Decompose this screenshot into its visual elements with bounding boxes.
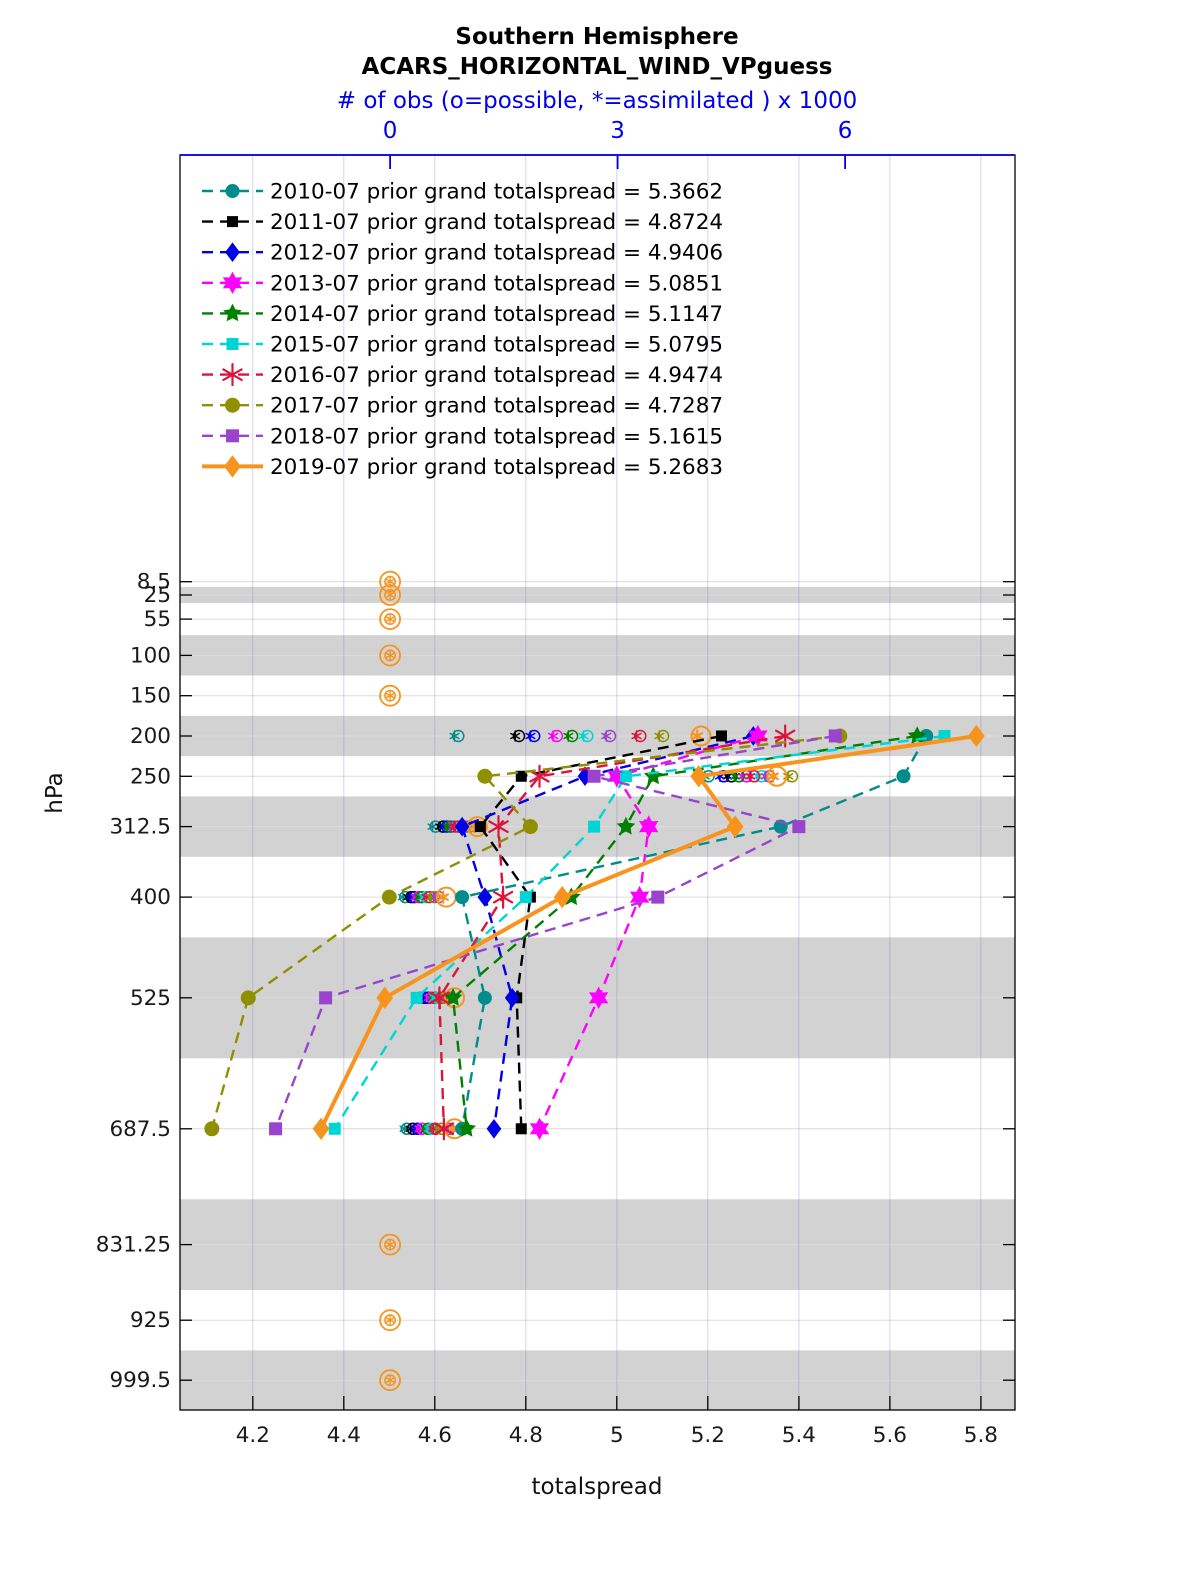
obs-tick-label: 0 [383,118,398,144]
y-tick-label: 25 [144,583,171,608]
legend-entry-2019-07: 2019-07 prior grand totalspread = 5.2683 [202,455,723,480]
y-tick-label: 687.5 [109,1117,171,1142]
legend-label-2012-07: 2012-07 prior grand totalspread = 4.9406 [270,241,723,266]
obs-tick-label: 6 [838,118,853,144]
y-tick-label: 831.25 [96,1233,171,1258]
legend-entry-2012-07: 2012-07 prior grand totalspread = 4.9406 [202,241,723,266]
chart-title-line2: ACARS_HORIZONTAL_WIND_VPguess [362,54,833,80]
y-tick-label: 925 [130,1308,171,1333]
obs-tick-label: 3 [610,118,625,144]
legend-label-2013-07: 2013-07 prior grand totalspread = 5.0851 [270,271,723,296]
legend-entry-2017-07: 2017-07 prior grand totalspread = 4.7287 [202,394,723,419]
y-tick-label: 100 [130,643,171,668]
x-tick-label: 4.2 [236,1423,270,1448]
legend: 2010-07 prior grand totalspread = 5.3662… [202,180,723,480]
x-tick-label: 4.8 [509,1423,543,1448]
series-2018-07 [269,729,842,1136]
chart-root: 2010-07 prior grand totalspread = 5.3662… [96,118,1016,1448]
y-axis-label: hPa [42,772,68,814]
legend-entry-2015-07: 2015-07 prior grand totalspread = 5.0795 [202,333,723,358]
y-tick-label: 312.5 [109,815,171,840]
x-tick-label: 4.6 [418,1423,452,1448]
legend-label-2010-07: 2010-07 prior grand totalspread = 5.3662 [270,180,723,205]
series-2017-07 [204,728,848,1137]
legend-entry-2010-07: 2010-07 prior grand totalspread = 5.3662 [202,180,723,205]
y-tick-label: 8.5 [137,570,171,595]
legend-label-2015-07: 2015-07 prior grand totalspread = 5.0795 [270,333,723,358]
obs-count-markers [397,725,799,1140]
legend-entry-2016-07: 2016-07 prior grand totalspread = 4.9474 [202,363,723,388]
x-tick-label: 4.4 [327,1423,361,1448]
y-tick-label: 150 [130,684,171,709]
legend-label-2019-07: 2019-07 prior grand totalspread = 5.2683 [270,455,723,480]
legend-entry-2011-07: 2011-07 prior grand totalspread = 4.8724 [202,210,723,235]
x-tick-label: 5.2 [691,1423,725,1448]
zero-obs-markers [379,570,401,1392]
series-2014-07 [443,726,927,1137]
chart-title-line1: Southern Hemisphere [455,24,738,50]
legend-entry-2014-07: 2014-07 prior grand totalspread = 5.1147 [202,302,723,327]
series-2015-07 [328,729,951,1135]
y-tick-label: 250 [130,764,171,789]
x-tick-label: 5.8 [964,1423,998,1448]
legend-label-2017-07: 2017-07 prior grand totalspread = 4.7287 [270,394,723,419]
series-2011-07 [474,730,727,1135]
y-tick-label: 999.5 [109,1368,171,1393]
x-tick-label: 5.6 [873,1423,907,1448]
y-tick-label: 400 [130,885,171,910]
legend-label-2011-07: 2011-07 prior grand totalspread = 4.8724 [270,210,723,235]
legend-entry-2018-07: 2018-07 prior grand totalspread = 5.1615 [202,424,723,449]
legend-label-2014-07: 2014-07 prior grand totalspread = 5.1147 [270,302,723,327]
series-2019-07 [312,724,985,1140]
x-axis-label: totalspread [532,1474,663,1500]
y-tick-label: 200 [130,724,171,749]
legend-label-2016-07: 2016-07 prior grand totalspread = 4.9474 [270,363,723,388]
legend-label-2018-07: 2018-07 prior grand totalspread = 5.1615 [270,424,723,449]
x-tick-label: 5.4 [782,1423,816,1448]
x-tick-label: 5 [610,1423,624,1448]
series-2016-07 [429,724,796,1141]
legend-entry-2013-07: 2013-07 prior grand totalspread = 5.0851 [202,271,723,296]
series-2010-07 [455,728,934,1136]
y-tick-label: 525 [130,986,171,1011]
obs-axis-title: # of obs (o=possible, *=assimilated ) x … [337,88,857,114]
y-tick-label: 55 [144,607,171,632]
